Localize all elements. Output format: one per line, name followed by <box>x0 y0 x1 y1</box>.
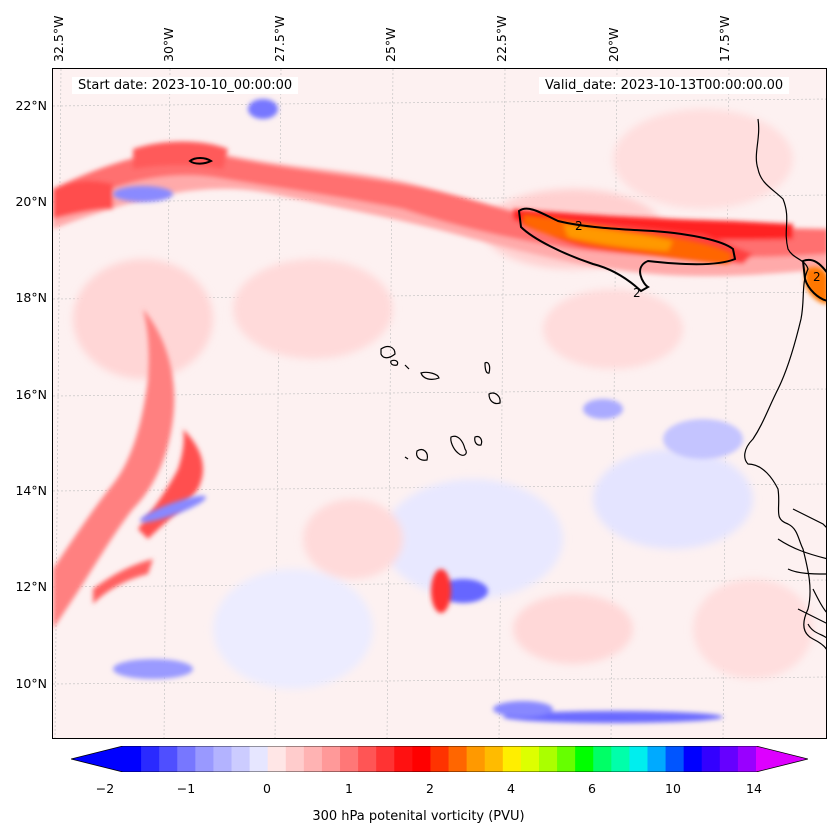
colorbar-tick-label: 0 <box>263 781 271 796</box>
latitude-label: 14°N <box>15 483 47 498</box>
colorbar-segment <box>538 746 558 772</box>
colorbar-tick-label: 14 <box>746 781 762 796</box>
colorbar-tick-label: −2 <box>95 781 115 796</box>
pv-southern-blob <box>431 569 451 613</box>
start-date-label: Start date: 2023-10-10_00:00:00 <box>72 77 299 94</box>
colorbar-caption: 300 hPa potenital vorticity (PVU) <box>312 809 525 824</box>
colorbar-tick-label: 4 <box>507 781 515 796</box>
longitude-label: 25°W <box>383 27 398 62</box>
pv-core <box>523 214 826 304</box>
contour-label: 2 <box>633 286 641 300</box>
longitude-label: 32.5°W <box>51 15 66 62</box>
coastline <box>744 118 826 650</box>
latitude-label: 16°N <box>15 387 47 402</box>
colorbar-segment <box>737 746 757 772</box>
colorbar-segment <box>629 746 648 772</box>
colorbar-tick-label: 6 <box>588 781 596 796</box>
colorbar-over-arrow <box>756 746 808 772</box>
colorbar-segment <box>701 746 721 772</box>
colorbar-segment <box>430 746 450 772</box>
colorbar-segment <box>394 746 413 772</box>
latitude-label: 18°N <box>15 290 47 305</box>
colorbar-graphic <box>71 746 808 772</box>
latitude-label: 12°N <box>15 579 47 594</box>
colorbar-segment <box>593 746 612 772</box>
colorbar-segment <box>231 746 251 772</box>
longitude-label: 27.5°W <box>272 15 287 62</box>
colorbar-tick-label: 1 <box>345 781 353 796</box>
longitude-label: 20°W <box>606 27 621 62</box>
colorbar-segment <box>249 746 269 772</box>
colorbar-segment <box>376 746 395 772</box>
colorbar-segment <box>123 746 142 772</box>
colorbar-segment <box>557 746 576 772</box>
pv-negative-anomalies <box>113 99 743 723</box>
colorbar-segment <box>484 746 504 772</box>
colorbar-segment <box>502 746 522 772</box>
longitude-label: 17.5°W <box>717 15 732 62</box>
latitude-label: 22°N <box>15 98 47 113</box>
colorbar-segment <box>321 746 341 772</box>
colorbar-segment <box>683 746 703 772</box>
colorbar-segment <box>520 746 540 772</box>
colorbar-segment <box>141 746 160 772</box>
colorbar-under-arrow <box>71 746 123 772</box>
latitude-label: 10°N <box>15 676 47 691</box>
colorbar-segment <box>466 746 486 772</box>
colorbar-segment <box>647 746 667 772</box>
colorbar-segment <box>575 746 594 772</box>
contour-label: 2 <box>575 219 583 233</box>
colorbar-tick-label: −1 <box>176 781 196 796</box>
colorbar-segment <box>285 746 305 772</box>
colorbar-segment <box>177 746 196 772</box>
longitude-label: 22.5°W <box>494 15 509 62</box>
colorbar-segment <box>412 746 431 772</box>
cape-verde-islands <box>380 345 501 461</box>
colorbar-segment <box>303 746 323 772</box>
colorbar <box>71 746 808 772</box>
colorbar-segment <box>213 746 233 772</box>
colorbar-segment <box>267 746 287 772</box>
map-panel: 2 2 2 <box>52 68 827 739</box>
colorbar-segment <box>358 746 377 772</box>
valid-date-label: Valid_date: 2023-10-13T00:00:00.00 <box>539 77 790 94</box>
colorbar-segment <box>719 746 739 772</box>
colorbar-segment <box>448 746 468 772</box>
longitude-label: 30°W <box>161 27 176 62</box>
latitude-label: 20°N <box>15 194 47 209</box>
potential-vorticity-field: 2 2 2 <box>53 69 826 738</box>
pv-2-contour <box>188 157 826 302</box>
colorbar-tick-label: 2 <box>426 781 434 796</box>
colorbar-tick-label: 10 <box>665 781 681 796</box>
colorbar-segment <box>340 746 359 772</box>
colorbar-segment <box>665 746 685 772</box>
colorbar-segment <box>611 746 630 772</box>
colorbar-segment <box>195 746 214 772</box>
pv-background-patches <box>73 109 813 689</box>
contour-label: 2 <box>813 270 821 284</box>
colorbar-segment <box>159 746 178 772</box>
